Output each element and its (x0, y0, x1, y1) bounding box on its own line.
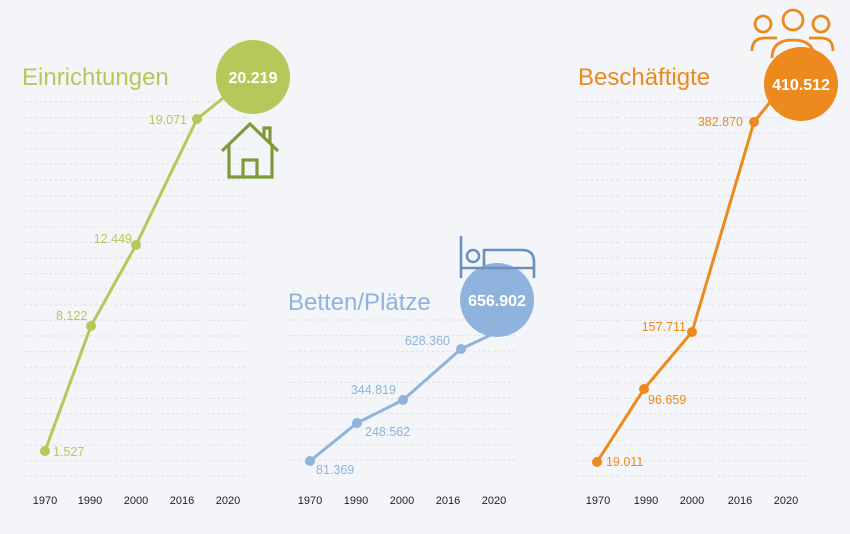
data-point (639, 384, 649, 394)
data-point (131, 240, 141, 250)
person-left-body (750, 36, 777, 52)
highlight-value: 20.219 (229, 70, 278, 87)
panel-title: Betten/Plätze (288, 289, 431, 316)
bed-icon (459, 236, 536, 278)
highlight-value: 656.902 (468, 293, 526, 310)
chart-panel-1: Betten/Plätze 1970 1990 2000 2016 2020 81.369 2… (288, 236, 536, 507)
person-center-body (770, 38, 816, 59)
people-group-icon (750, 8, 835, 59)
data-point (749, 117, 759, 127)
house-icon (220, 121, 280, 179)
data-label: 344.819 (351, 383, 396, 397)
data-label: 19.011 (606, 455, 643, 469)
x-tick-label: 1990 (634, 495, 658, 507)
grid-lines (24, 101, 249, 477)
data-point (352, 418, 362, 428)
highlight-bubble (764, 47, 838, 121)
house-chimney (262, 126, 272, 143)
data-label: 628.360 (405, 334, 450, 348)
data-point (687, 327, 697, 337)
data-label: 248.562 (365, 425, 410, 439)
panel-title: Einrichtungen (22, 64, 169, 91)
house-walls (227, 144, 274, 179)
chart-panel-0: Einrichtungen 1970 1990 2000 2016 2020 1.527 8.… (22, 40, 290, 507)
data-label: 1.527 (53, 445, 84, 459)
series-line (43, 73, 254, 453)
data-label: 382.870 (698, 115, 743, 129)
x-tick-label: 1990 (78, 495, 102, 507)
panel-title: Beschäftigte (578, 64, 710, 91)
data-point (40, 446, 50, 456)
x-tick-label: 2016 (436, 495, 460, 507)
person-center-head (781, 8, 805, 32)
x-tick-label: 1970 (33, 495, 57, 507)
data-point (592, 457, 602, 467)
data-point (86, 321, 96, 331)
person-right-head (811, 14, 831, 34)
highlight-bubble (460, 263, 534, 337)
x-tick-label: 2000 (124, 495, 148, 507)
data-point (398, 395, 408, 405)
x-tick-label: 2016 (170, 495, 194, 507)
house-door (241, 158, 259, 177)
person-left-head (753, 14, 773, 34)
x-tick-label: 1970 (298, 495, 322, 507)
bed-blanket (482, 248, 536, 268)
data-point (305, 456, 315, 466)
data-label: 12.449 (94, 232, 132, 246)
data-label: 157.711 (642, 320, 686, 334)
data-point (192, 114, 202, 124)
highlight-value: 410.512 (772, 77, 830, 94)
grid-lines (289, 319, 515, 461)
x-tick-label: 2020 (482, 495, 506, 507)
x-tick-label: 2020 (216, 495, 240, 507)
x-tick-label: 2016 (728, 495, 752, 507)
x-tick-label: 1990 (344, 495, 368, 507)
chart-panel-2: Beschäftigte 1970 1990 2000 2016 2020 19.011 96… (576, 8, 838, 507)
x-tick-label: 1970 (586, 495, 610, 507)
x-tick-label: 2000 (390, 495, 414, 507)
highlight-bubble (216, 40, 290, 114)
x-tick-label: 2020 (774, 495, 798, 507)
x-tick-label: 2000 (680, 495, 704, 507)
data-label: 19.071 (149, 113, 187, 127)
person-right-body (809, 36, 835, 52)
bed-pillow (465, 248, 481, 264)
data-label: 81.369 (316, 463, 354, 477)
data-label: 96.659 (648, 393, 686, 407)
grid-lines (576, 101, 808, 477)
data-point (456, 344, 466, 354)
data-label: 8.122 (56, 309, 87, 323)
